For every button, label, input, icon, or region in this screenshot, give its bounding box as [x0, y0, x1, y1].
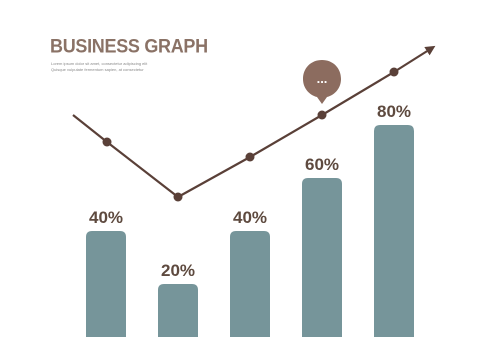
speech-bubble-icon — [303, 60, 341, 104]
trend-marker-5 — [389, 67, 399, 77]
callout-dots: ... — [317, 71, 328, 86]
trend-marker-1 — [102, 137, 112, 147]
data-label-4: 60% — [305, 155, 339, 174]
subtitle-line-2: Quisque vulputate fermentum sapien, at c… — [51, 66, 144, 72]
chart-subtitle: Lorem ipsum dolor sit amet, consectetur … — [51, 61, 181, 72]
data-label-3: 40% — [233, 208, 267, 227]
callout-bubble: ... — [303, 60, 341, 104]
subtitle-line-1: Lorem ipsum dolor sit amet, consectetur … — [51, 61, 148, 66]
bar-3 — [230, 231, 270, 337]
bar-1 — [86, 231, 126, 337]
data-labels-group: 40% 20% 40% 60% 80% — [89, 102, 411, 280]
trend-marker-3 — [245, 152, 255, 162]
chart-title: BUSINESS GRAPH — [50, 35, 208, 57]
trend-line-group — [72, 45, 436, 202]
data-label-1: 40% — [89, 208, 123, 227]
trend-marker-2 — [173, 192, 183, 202]
bars-group — [86, 125, 414, 337]
trend-marker-4 — [317, 110, 327, 120]
data-label-2: 20% — [161, 261, 195, 280]
bar-5 — [374, 125, 414, 337]
bar-4 — [302, 178, 342, 337]
bar-2 — [158, 284, 198, 337]
data-label-5: 80% — [377, 102, 411, 121]
